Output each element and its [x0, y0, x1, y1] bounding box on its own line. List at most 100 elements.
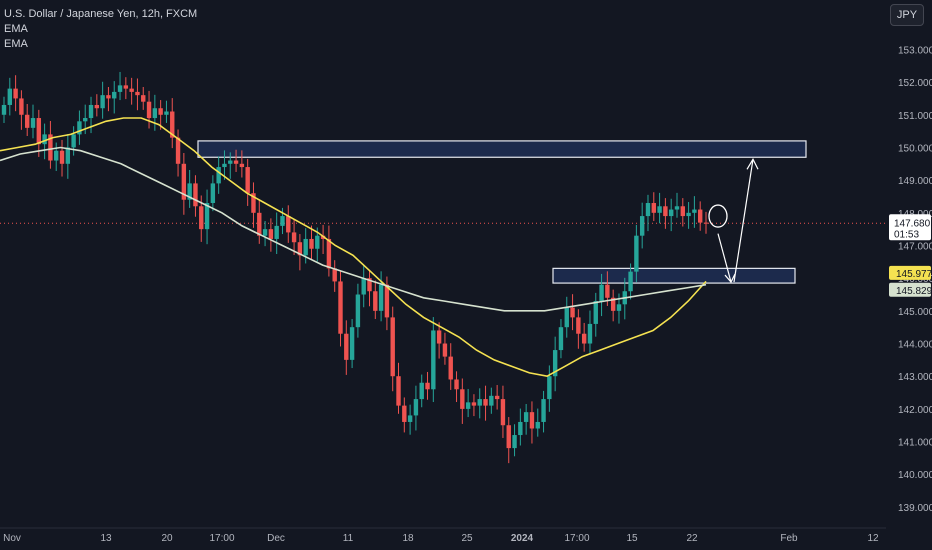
- candle-body: [146, 101, 152, 119]
- candle-body: [657, 206, 662, 213]
- time-axis[interactable]: Nov 13 20 17:00 Dec 11 18 25 2024 17:00 15 22 Feb 12: [0, 527, 886, 544]
- candle-body: [135, 91, 140, 96]
- candle-body: [274, 225, 279, 239]
- candle-body: [83, 118, 88, 122]
- time-tick-label: 17:00: [209, 533, 234, 544]
- candle-body: [367, 278, 372, 292]
- price-tick-label: 140.000: [898, 470, 932, 481]
- price-tick-label: 147.000: [898, 241, 932, 252]
- candle-body: [477, 399, 482, 406]
- price-tick-label: 145.000: [898, 307, 932, 318]
- candle-body: [59, 150, 65, 164]
- candle-body: [651, 203, 656, 213]
- candle-body: [106, 95, 111, 99]
- indicator-ema-slow[interactable]: EMA: [4, 38, 28, 50]
- candle-body: [703, 222, 709, 224]
- current-price-box: [889, 214, 931, 241]
- current-price-value: 147.680: [894, 218, 931, 229]
- time-tick-label: Feb: [780, 533, 798, 544]
- candle-body: [634, 235, 639, 272]
- candle-body: [268, 229, 274, 239]
- candle-body: [506, 425, 511, 449]
- ema-price-box: [889, 282, 931, 297]
- candle-body: [668, 209, 674, 217]
- candle-body: [187, 183, 192, 200]
- candle-body: [378, 284, 384, 311]
- candle-body: [512, 435, 517, 449]
- candle-body: [262, 229, 268, 236]
- candle-body: [396, 376, 401, 406]
- candle-body: [413, 399, 419, 416]
- candle-body: [465, 402, 471, 409]
- candle-body: [94, 104, 100, 109]
- candle-body: [65, 147, 71, 164]
- candle-body: [88, 104, 94, 119]
- ema-price-value: 145.829: [896, 286, 932, 297]
- candle-body: [523, 412, 529, 422]
- candle-body: [576, 317, 581, 334]
- candle-body: [228, 160, 233, 164]
- arrow-up-head: [746, 158, 759, 170]
- candle-body: [349, 327, 355, 360]
- candle-body: [384, 284, 390, 318]
- candle-body: [552, 350, 558, 377]
- countdown-value: 01:53: [894, 229, 919, 240]
- zones-layer: [197, 140, 807, 284]
- candle-body: [158, 108, 163, 115]
- highlight-circle: [708, 204, 728, 228]
- lower-zone: [552, 267, 796, 284]
- candle-body: [291, 232, 297, 243]
- candle-body: [535, 421, 540, 429]
- candle-body: [239, 163, 245, 168]
- candle-body: [529, 412, 535, 429]
- candle-body: [280, 216, 285, 226]
- candle-body: [141, 95, 146, 102]
- price-tick-label: 141.000: [898, 438, 932, 449]
- candle-body: [373, 291, 378, 311]
- candle-body: [436, 330, 442, 344]
- time-tick-label: 22: [686, 533, 698, 544]
- time-tick-label: 25: [461, 533, 473, 544]
- candle-body: [407, 415, 413, 422]
- candle-body: [616, 304, 622, 311]
- candle-body: [680, 206, 685, 217]
- candle-body: [100, 95, 105, 109]
- currency-button[interactable]: JPY: [890, 4, 924, 26]
- candle-body: [117, 85, 123, 92]
- candle-body: [42, 134, 47, 145]
- candle-body: [460, 389, 465, 409]
- candle-body: [48, 134, 53, 161]
- candle-body: [355, 294, 361, 328]
- price-tick-label: 142.000: [898, 405, 932, 416]
- candle-body: [309, 238, 314, 249]
- candle-body: [419, 382, 424, 400]
- annotations-layer: [708, 158, 759, 284]
- symbol-title[interactable]: U.S. Dollar / Japanese Yen, 12h, FXCM: [4, 8, 198, 20]
- candle-body: [112, 91, 117, 99]
- candle-body: [326, 238, 332, 269]
- candle-body: [593, 301, 598, 324]
- candle-body: [77, 121, 82, 135]
- price-tick-label: 143.000: [898, 372, 932, 383]
- candle-body: [233, 160, 239, 164]
- candle-body: [610, 297, 616, 311]
- indicator-ema-fast[interactable]: EMA: [4, 23, 28, 35]
- candle-body: [216, 167, 221, 184]
- ema-fast-line: [0, 117, 707, 378]
- time-tick-label: Dec: [267, 533, 285, 544]
- candle-body: [489, 395, 494, 406]
- candle-body: [599, 284, 604, 302]
- ema-price-box: [889, 265, 931, 280]
- time-tick-label: 13: [100, 533, 112, 544]
- candle-body: [558, 327, 564, 351]
- candle-body: [19, 98, 24, 115]
- candle-body: [1, 104, 7, 115]
- candle-body: [297, 242, 303, 256]
- candle-body: [175, 137, 181, 164]
- candle-body: [442, 343, 448, 357]
- candle-body: [123, 85, 129, 89]
- candle-body: [547, 376, 552, 400]
- candle-body: [222, 163, 227, 168]
